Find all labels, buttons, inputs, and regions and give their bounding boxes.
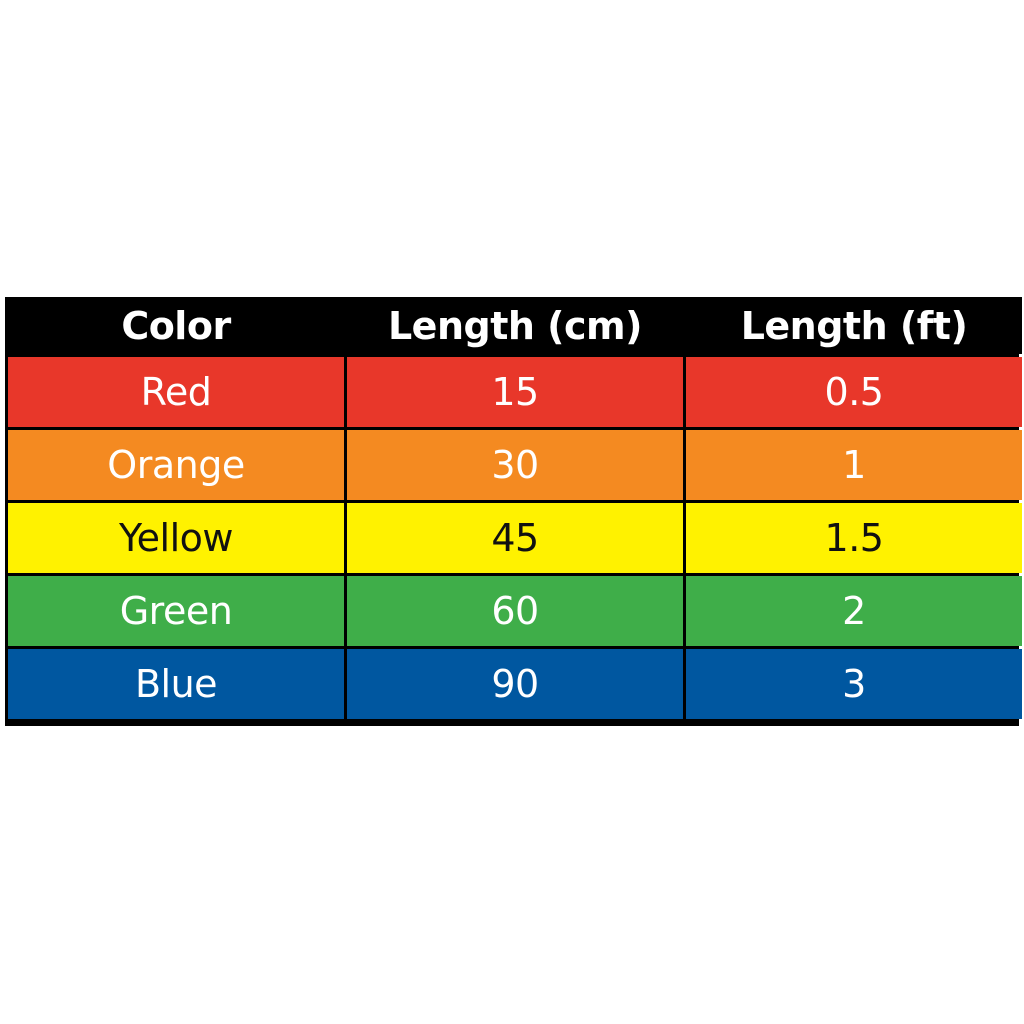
cell-color: Orange	[8, 430, 344, 500]
cell-length-ft: 1.5	[686, 503, 1022, 573]
cell-length-ft: 1	[686, 430, 1022, 500]
color-length-table: Color Length (cm) Length (ft) Red 15 0.5 Or…	[5, 297, 1022, 726]
header-color: Color	[8, 297, 344, 354]
cell-length-cm: 90	[347, 649, 683, 719]
cell-color: Red	[8, 357, 344, 427]
cell-length-cm: 15	[347, 357, 683, 427]
cell-length-cm: 45	[347, 503, 683, 573]
header-length-cm: Length (cm)	[347, 297, 683, 354]
cell-length-ft: 3	[686, 649, 1022, 719]
cell-color: Blue	[8, 649, 344, 719]
cell-length-ft: 2	[686, 576, 1022, 646]
cell-length-cm: 60	[347, 576, 683, 646]
cell-length-ft: 0.5	[686, 357, 1022, 427]
cell-color: Yellow	[8, 503, 344, 573]
header-length-ft: Length (ft)	[686, 297, 1022, 354]
cell-color: Green	[8, 576, 344, 646]
cell-length-cm: 30	[347, 430, 683, 500]
